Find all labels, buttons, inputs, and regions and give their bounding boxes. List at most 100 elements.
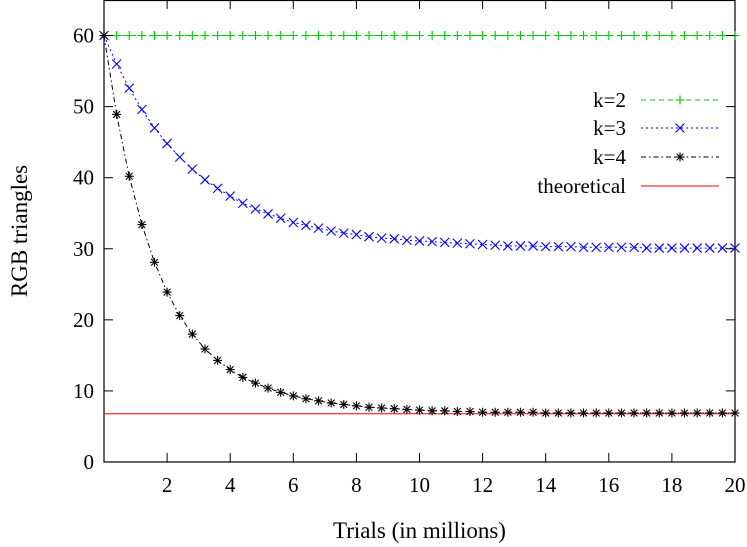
data-point-plus	[680, 31, 690, 41]
data-point-x	[250, 204, 261, 214]
data-point-plus	[225, 31, 235, 41]
data-point-x	[667, 243, 677, 253]
data-point-x	[149, 123, 160, 133]
data-point-plus	[238, 31, 248, 41]
data-point-plus	[553, 31, 563, 41]
y-tick-label: 50	[73, 95, 94, 119]
data-point-plus	[717, 31, 727, 41]
data-point-x	[326, 226, 337, 236]
data-point-plus	[465, 31, 475, 41]
data-point-asterisk	[326, 398, 336, 408]
data-point-asterisk	[213, 355, 223, 365]
data-point-plus	[213, 31, 223, 41]
data-point-x	[730, 243, 740, 253]
data-point-plus	[263, 31, 273, 41]
data-point-x	[553, 241, 564, 252]
x-tick-label: 6	[288, 473, 299, 497]
data-point-x	[477, 239, 488, 250]
data-point-asterisk	[301, 394, 311, 404]
legend-label: k=4	[593, 145, 626, 169]
data-point-asterisk	[200, 344, 210, 354]
y-axis-ticks: 0 10 20 30 40 50 60	[73, 24, 735, 474]
data-point-plus	[667, 31, 677, 41]
data-point-x	[124, 83, 135, 94]
data-point-plus	[591, 31, 601, 41]
data-point-plus	[137, 31, 147, 41]
data-point-asterisk	[680, 408, 690, 418]
data-point-x	[162, 138, 172, 149]
x-tick-label: 8	[351, 473, 362, 497]
data-point-plus	[351, 31, 361, 41]
data-point-asterisk	[553, 408, 563, 418]
data-point-x	[452, 238, 463, 248]
data-point-x	[338, 228, 349, 239]
data-point-plus	[162, 31, 172, 41]
data-point-plus	[402, 31, 412, 41]
data-point-x	[717, 243, 728, 253]
data-point-x	[603, 242, 614, 253]
plot-border	[103, 0, 736, 463]
data-point-asterisk	[629, 408, 639, 418]
data-point-asterisk	[528, 407, 538, 417]
data-point-plus	[377, 31, 387, 41]
data-point-plus	[440, 31, 450, 41]
y-tick-label: 40	[73, 166, 94, 190]
data-point-plus	[503, 31, 513, 41]
data-point-asterisk	[579, 408, 589, 418]
data-point-plus	[288, 31, 298, 41]
data-point-plus	[528, 31, 538, 41]
x-axis-ticks: 2 4 6 8 10 12 14 16 18 20	[162, 0, 746, 497]
y-tick-label: 60	[73, 24, 94, 48]
legend-label: theoretical	[537, 174, 626, 198]
x-tick-label: 12	[472, 473, 493, 497]
data-point-asterisk	[654, 408, 664, 418]
legend-item: k=4	[593, 145, 719, 169]
data-point-x	[641, 243, 652, 253]
x-tick-label: 14	[535, 473, 557, 497]
x-tick-label: 10	[409, 473, 430, 497]
data-point-x	[616, 242, 627, 253]
data-point-asterisk	[591, 408, 601, 418]
data-point-plus	[200, 31, 210, 41]
data-point-x	[174, 152, 185, 162]
y-tick-label: 10	[73, 379, 94, 403]
x-tick-label: 16	[598, 473, 619, 497]
data-point-plus	[515, 31, 525, 41]
data-point-asterisk	[124, 171, 134, 181]
data-point-plus	[452, 31, 462, 41]
data-point-x	[629, 242, 639, 253]
data-point-asterisk	[339, 399, 349, 409]
data-point-x	[111, 59, 122, 69]
data-point-plus	[616, 31, 626, 41]
data-point-plus	[692, 31, 702, 41]
data-point-plus	[389, 31, 399, 41]
data-point-asterisk	[225, 365, 235, 375]
data-point-asterisk	[692, 408, 702, 418]
x-tick-label: 18	[661, 473, 682, 497]
legend-label: k=2	[593, 88, 626, 112]
data-point-plus	[490, 31, 500, 41]
series-line	[103, 35, 735, 249]
data-point-x	[540, 241, 551, 252]
data-point-plus	[250, 31, 260, 41]
data-point-asterisk	[503, 407, 513, 417]
data-point-asterisk	[604, 408, 614, 418]
data-point-asterisk	[238, 372, 248, 382]
data-point-x	[427, 236, 438, 247]
data-point-plus	[654, 31, 664, 41]
data-point-x	[578, 242, 589, 253]
data-point-x	[389, 233, 400, 244]
data-point-x	[313, 223, 324, 234]
data-point-x	[528, 241, 538, 251]
legend-item: k=3	[593, 116, 719, 140]
data-point-x	[376, 233, 387, 243]
data-point-x	[566, 241, 576, 252]
data-point-plus	[301, 31, 311, 41]
data-point-asterisk	[705, 408, 715, 418]
data-point-plus	[642, 31, 652, 41]
data-point-x	[263, 209, 273, 219]
data-point-asterisk	[566, 408, 576, 418]
y-axis-title: RGB triangles	[7, 165, 32, 297]
series-line	[103, 35, 735, 414]
